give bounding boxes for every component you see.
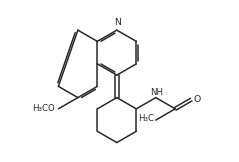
Text: NH: NH xyxy=(150,87,163,97)
Text: H₃CO: H₃CO xyxy=(32,104,55,113)
Text: H₃C: H₃C xyxy=(138,114,154,123)
Text: N: N xyxy=(114,18,121,27)
Text: O: O xyxy=(193,95,201,104)
